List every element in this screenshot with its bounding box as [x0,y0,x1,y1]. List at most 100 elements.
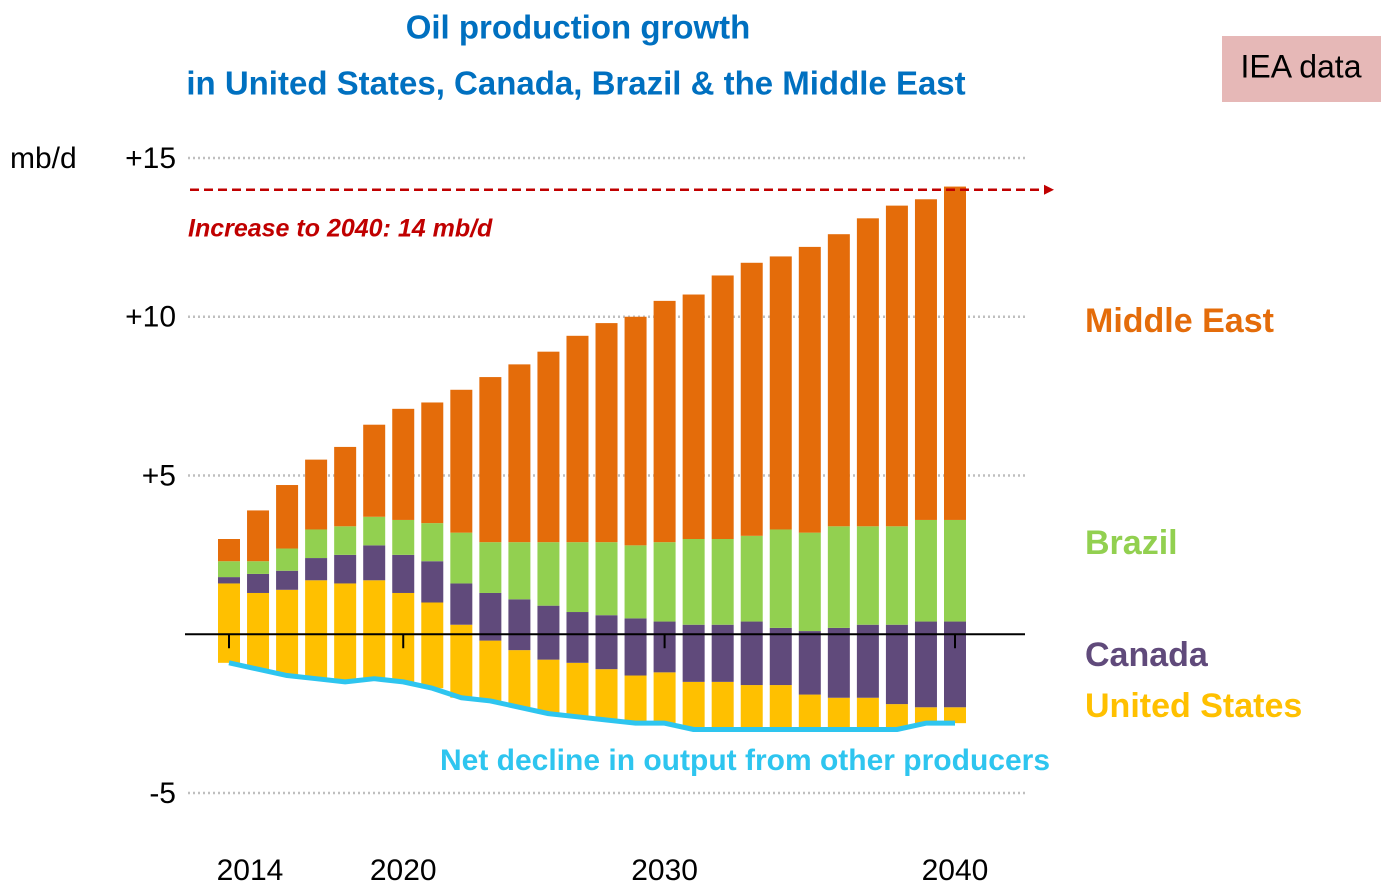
bar-segment [450,583,473,625]
bar-segment [334,583,357,682]
bar-segment [247,573,270,593]
bar-segment [276,589,299,676]
bar-segment [769,529,792,628]
bar-segment [856,526,879,625]
bar-segment [392,554,415,593]
bar-segment [885,526,908,625]
bar-segment [392,408,415,520]
bar-segment [682,681,705,730]
bar-segment [624,618,647,676]
bar-segment [247,592,270,670]
bar-segment [624,675,647,724]
bar-segment [363,424,386,517]
reference-label: Increase to 2040: 14 mb/d [188,215,493,243]
bar-segment [944,519,966,622]
bar-segment [276,548,299,571]
bar-segment [334,554,357,584]
bar-segment [944,707,966,724]
bar-segment [305,558,328,581]
bar-segment [653,300,676,543]
y-axis-label: mb/d [10,142,77,175]
bar-segment [769,256,792,530]
bar-segment [334,446,357,527]
bar-segment [798,631,821,695]
bar-segment [653,542,676,622]
bar-segment [885,205,908,527]
bar-segment [711,275,734,539]
bar-segment [537,605,560,660]
x-tick-label: 2040 [922,854,989,887]
bar-segment [711,681,734,730]
bar-segment [247,561,270,574]
bar-segment [334,526,357,555]
bar-segment [305,580,328,679]
y-tick-label: +10 [125,301,176,334]
x-tick-label: 2014 [217,854,284,887]
bar-segment [740,535,763,622]
bar-segment [798,532,821,632]
bar-segment [944,186,966,520]
bar-segment [856,624,879,698]
badge-box [1222,36,1381,102]
bar-segment [798,694,821,730]
bar-segment [363,516,386,546]
bar-segment [450,532,473,584]
bar-segment [363,545,386,581]
bar-segment [711,539,734,625]
bar-segment [566,662,589,717]
bar-segment [218,577,240,584]
bar-segment [595,323,618,543]
decline-line [228,660,955,732]
bar-segment [769,685,792,730]
bar-segment [247,510,270,562]
bar-segment [276,485,299,549]
bar-segment [682,624,705,682]
bar-segment [508,650,531,708]
bar-segment [421,602,444,689]
reference-arrow [1044,184,1054,195]
bar-segment [914,199,937,520]
y-tick-label: +5 [142,459,176,492]
bar-segment [856,697,879,730]
bar-segment [856,218,879,527]
bar-segment [595,669,618,720]
bar-segment [711,624,734,682]
bar-segment [218,583,240,663]
line-label: Net decline in output from other produce… [440,744,1050,777]
chart-title: Oil production growth [406,9,751,46]
x-tick-label: 2020 [370,854,437,887]
bar-segment [508,364,531,543]
bar-segment [624,545,647,619]
bar-segment [537,542,560,606]
bar-segment [682,294,705,539]
bar-segment [595,542,618,616]
bar-segment [944,621,966,708]
series-label: Brazil [1085,524,1178,562]
bar-segment [479,377,502,543]
series-label: United States [1085,687,1302,725]
bar-segment [827,526,850,628]
bar-segment [276,570,299,590]
bar-segment [421,402,444,524]
y-tick-label: +15 [125,142,176,175]
bar-segment [537,351,560,543]
bar-segment [885,704,908,730]
bar-segment [479,592,502,641]
bar-segment [218,561,240,578]
bar-segment [305,459,328,530]
y-tick-label: -5 [149,777,176,810]
bar-segment [914,621,937,708]
bar-segment [827,627,850,698]
bar-segment [682,539,705,625]
bar-segment [769,627,792,686]
series-label: Canada [1085,636,1209,674]
source-badge: IEA data [1241,48,1362,84]
bar-segment [595,615,618,670]
bar-segment [508,599,531,651]
bar-segment [798,246,821,533]
bar-segment [450,624,473,698]
bar-segment [537,659,560,714]
bar-segment [392,519,415,555]
bar-segment [914,519,937,622]
